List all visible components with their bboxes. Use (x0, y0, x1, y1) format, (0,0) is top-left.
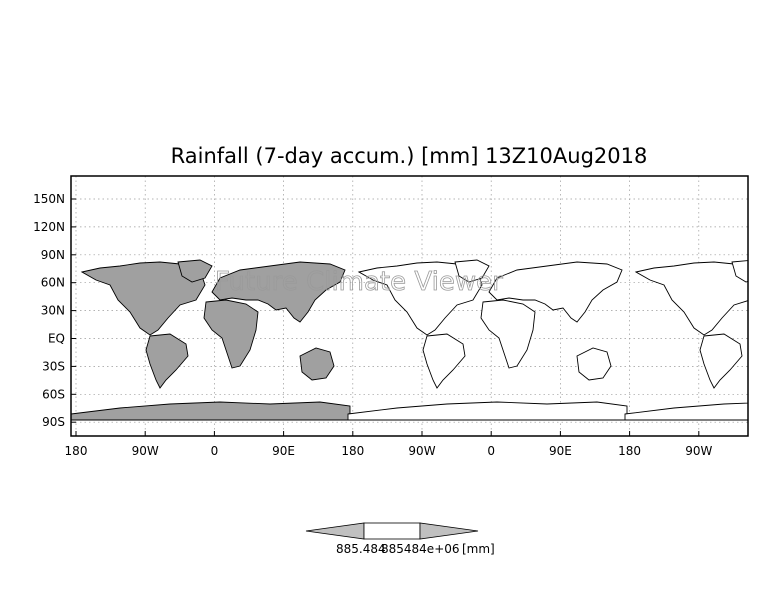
longitude-axis: 180 90W 0 90E 180 90W 0 90E 180 90W (65, 431, 712, 458)
colorbar-low-triangle (305, 522, 365, 540)
land-masses (71, 259, 748, 421)
lat-tick-label: 150N (33, 192, 65, 206)
greenland-shape (177, 259, 213, 283)
lat-tick-label: 90N (41, 248, 65, 262)
greenland-outline (454, 259, 490, 283)
lat-tick-label: 60N (41, 276, 65, 290)
north-america-shape (80, 261, 206, 336)
lon-tick-label: 0 (211, 444, 219, 458)
antarctica-outline (624, 402, 748, 421)
greenland-outline (731, 260, 748, 283)
lat-tick-label: 30S (42, 359, 65, 373)
eurasia-outline (488, 261, 623, 323)
africa-outline (480, 299, 536, 369)
south-america-outline (422, 333, 466, 389)
africa-shape (203, 299, 259, 369)
north-america-outline (634, 261, 748, 336)
lon-tick-label: 90W (408, 444, 435, 458)
lat-tick-label: 120N (33, 220, 65, 234)
continents-outline (347, 259, 628, 421)
map-plot-area: Future Climate Viewer 150N 120N 90N 60N 30N E… (33, 175, 749, 458)
watermark-text: Future Climate Viewer (215, 267, 503, 297)
lat-tick-label: EQ (48, 332, 65, 346)
lon-tick-label: 0 (487, 444, 495, 458)
australia-shape (299, 347, 335, 381)
map-title: Rainfall (7-day accum.) [mm] 13Z10Aug201… (171, 144, 648, 168)
colorbar: 885.484 885484e+06 [mm] (305, 522, 495, 556)
continents-shaded (71, 259, 351, 421)
antarctica-shape (71, 401, 351, 421)
lat-tick-label: 60S (42, 387, 65, 401)
eurasia-shape (211, 261, 346, 323)
colorbar-label-high: 885484e+06 (381, 542, 460, 556)
lon-tick-label: 90E (549, 444, 572, 458)
colorbar-units: [mm] (462, 542, 495, 556)
plot-frame (70, 175, 749, 437)
lon-tick-label: 180 (65, 444, 88, 458)
south-america-outline (699, 333, 743, 389)
south-america-shape (145, 333, 189, 389)
lon-tick-label: 180 (618, 444, 641, 458)
lat-tick-label: 30N (41, 304, 65, 318)
latitude-axis: 150N 120N 90N 60N 30N EQ 30S 60S 90S (33, 192, 76, 429)
antarctica-outline (347, 401, 628, 421)
lat-tick-label: 90S (42, 415, 65, 429)
lon-tick-label: 180 (341, 444, 364, 458)
lon-tick-label: 90W (132, 444, 159, 458)
lon-tick-label: 90E (272, 444, 295, 458)
colorbar-high-triangle (419, 522, 479, 540)
colorbar-label-low: 885.484 (336, 542, 386, 556)
lon-tick-label: 90W (685, 444, 712, 458)
australia-outline (576, 347, 612, 381)
continents-outline-repeat (624, 260, 748, 421)
north-america-outline (357, 261, 483, 336)
colorbar-mid-box (363, 522, 421, 540)
